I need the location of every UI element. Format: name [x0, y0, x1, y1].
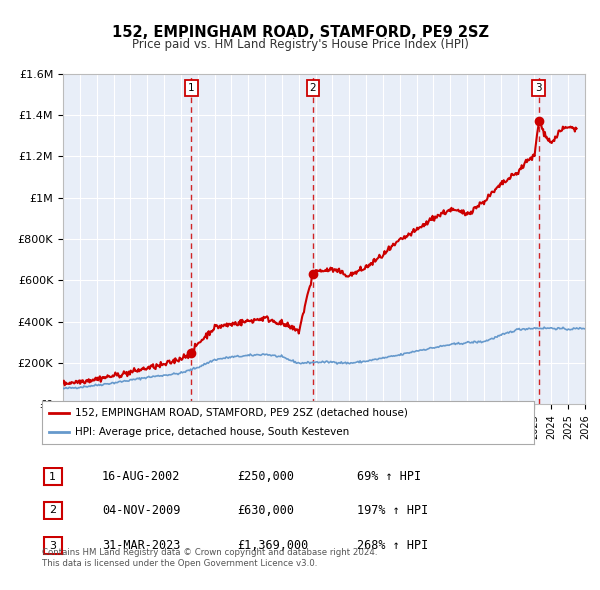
Text: Contains HM Land Registry data © Crown copyright and database right 2024.
This d: Contains HM Land Registry data © Crown c…	[42, 548, 377, 568]
Text: 31-MAR-2023: 31-MAR-2023	[102, 539, 181, 552]
Text: 04-NOV-2009: 04-NOV-2009	[102, 504, 181, 517]
Text: HPI: Average price, detached house, South Kesteven: HPI: Average price, detached house, Sout…	[76, 427, 350, 437]
Text: 1: 1	[188, 83, 194, 93]
Text: 2: 2	[49, 506, 56, 515]
Text: 16-AUG-2002: 16-AUG-2002	[102, 470, 181, 483]
Text: 152, EMPINGHAM ROAD, STAMFORD, PE9 2SZ (detached house): 152, EMPINGHAM ROAD, STAMFORD, PE9 2SZ (…	[76, 408, 409, 418]
Text: £630,000: £630,000	[237, 504, 294, 517]
Bar	[44, 468, 62, 485]
Text: £250,000: £250,000	[237, 470, 294, 483]
Text: 1: 1	[49, 472, 56, 481]
Text: 3: 3	[535, 83, 542, 93]
Text: 152, EMPINGHAM ROAD, STAMFORD, PE9 2SZ: 152, EMPINGHAM ROAD, STAMFORD, PE9 2SZ	[112, 25, 488, 40]
Text: 69% ↑ HPI: 69% ↑ HPI	[357, 470, 421, 483]
Text: 197% ↑ HPI: 197% ↑ HPI	[357, 504, 428, 517]
Bar	[44, 502, 62, 519]
Text: 268% ↑ HPI: 268% ↑ HPI	[357, 539, 428, 552]
Text: 2: 2	[310, 83, 316, 93]
Text: 3: 3	[49, 541, 56, 550]
Bar	[44, 537, 62, 554]
Text: Price paid vs. HM Land Registry's House Price Index (HPI): Price paid vs. HM Land Registry's House …	[131, 38, 469, 51]
Text: £1,369,000: £1,369,000	[237, 539, 308, 552]
